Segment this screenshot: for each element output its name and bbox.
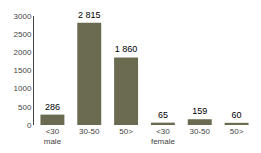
svg-text:60: 60	[232, 110, 242, 120]
svg-text:2500: 2500	[14, 30, 32, 39]
svg-text:500: 500	[18, 103, 32, 112]
svg-text:2000: 2000	[14, 48, 32, 57]
svg-text:1000: 1000	[14, 84, 32, 93]
svg-text:286: 286	[45, 102, 60, 112]
svg-text:1500: 1500	[14, 66, 32, 75]
svg-text:50>: 50>	[119, 127, 133, 136]
svg-text:1 860: 1 860	[115, 44, 138, 54]
svg-text:0: 0	[27, 121, 32, 130]
svg-text:3000: 3000	[14, 12, 32, 21]
svg-text:65: 65	[158, 110, 168, 120]
svg-text:<30female: <30female	[151, 127, 176, 146]
svg-text:<30male: <30male	[44, 127, 62, 146]
svg-text:2 815: 2 815	[78, 10, 101, 20]
svg-text:50>: 50>	[230, 127, 244, 136]
svg-text:159: 159	[192, 106, 207, 116]
svg-text:30-50: 30-50	[79, 127, 100, 136]
svg-text:30-50: 30-50	[190, 127, 211, 136]
